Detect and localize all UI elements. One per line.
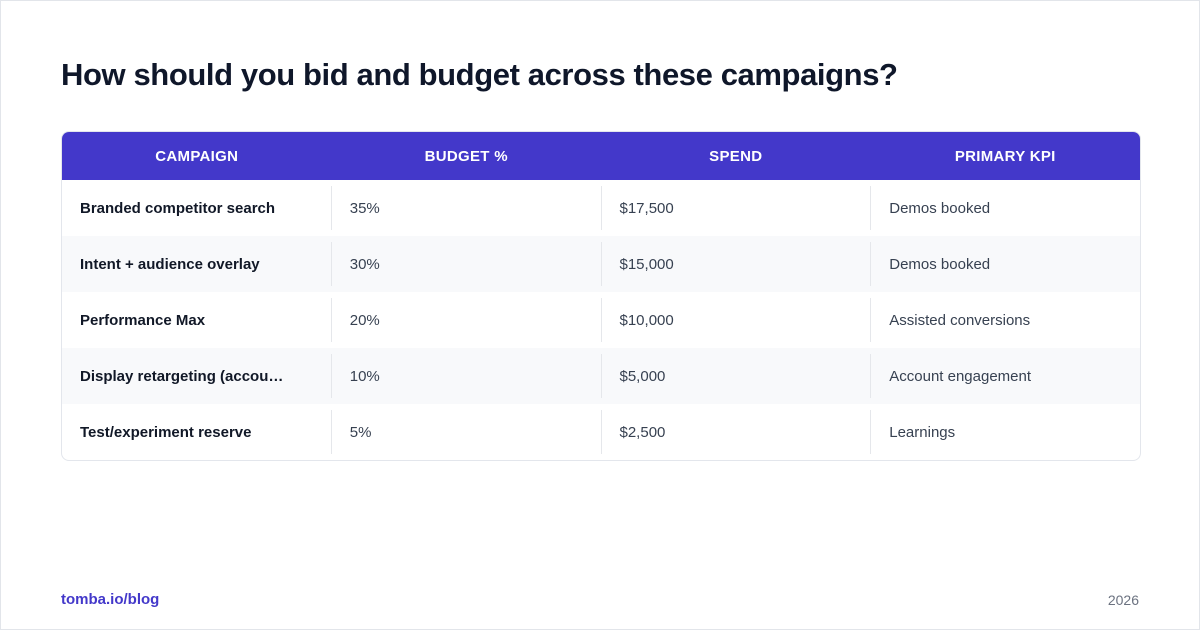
cell-kpi: Account engagement bbox=[870, 354, 1140, 398]
table-row: Intent + audience overlay 30% $15,000 De… bbox=[62, 236, 1140, 292]
header-spend: SPEND bbox=[709, 147, 763, 165]
cell-spend: $10,000 bbox=[600, 298, 871, 342]
cell-spend: $5,000 bbox=[600, 354, 871, 398]
cell-campaign: Performance Max bbox=[80, 311, 206, 329]
cell-kpi: Assisted conversions bbox=[870, 298, 1140, 342]
cell-kpi: Learnings bbox=[870, 410, 1140, 454]
cell-kpi: Demos booked bbox=[870, 242, 1140, 286]
table-header: CAMPAIGN BUDGET % SPEND PRIMARY KPI bbox=[62, 132, 1140, 180]
header-budget: BUDGET % bbox=[424, 147, 508, 165]
cell-campaign: Intent + audience overlay bbox=[80, 255, 260, 273]
cell-budget: 30% bbox=[330, 242, 601, 286]
cell-spend: $2,500 bbox=[600, 410, 871, 454]
cell-budget: 5% bbox=[330, 410, 601, 454]
table-row: Branded competitor search 35% $17,500 De… bbox=[62, 180, 1140, 236]
cell-budget: 10% bbox=[330, 354, 601, 398]
cell-budget: 35% bbox=[330, 186, 601, 230]
cell-campaign: Display retargeting (accou… bbox=[80, 367, 284, 385]
table-row: Display retargeting (accou… 10% $5,000 A… bbox=[62, 348, 1140, 404]
page-title: How should you bid and budget across the… bbox=[61, 57, 898, 92]
campaign-table: CAMPAIGN BUDGET % SPEND PRIMARY KPI Bran… bbox=[61, 131, 1141, 461]
table-body: Branded competitor search 35% $17,500 De… bbox=[62, 180, 1140, 460]
table-row: Test/experiment reserve 5% $2,500 Learni… bbox=[62, 404, 1140, 460]
cell-kpi: Demos booked bbox=[870, 186, 1140, 230]
cell-campaign: Branded competitor search bbox=[80, 199, 276, 217]
cell-spend: $15,000 bbox=[600, 242, 871, 286]
footer-brand-link[interactable]: tomba.io/blog bbox=[61, 591, 160, 608]
cell-spend: $17,500 bbox=[600, 186, 871, 230]
footer-year: 2026 bbox=[1107, 592, 1139, 608]
header-primary-kpi: PRIMARY KPI bbox=[954, 147, 1056, 165]
cell-campaign: Test/experiment reserve bbox=[80, 423, 252, 441]
header-campaign: CAMPAIGN bbox=[155, 147, 239, 165]
table-row: Performance Max 20% $10,000 Assisted con… bbox=[62, 292, 1140, 348]
cell-budget: 20% bbox=[330, 298, 601, 342]
